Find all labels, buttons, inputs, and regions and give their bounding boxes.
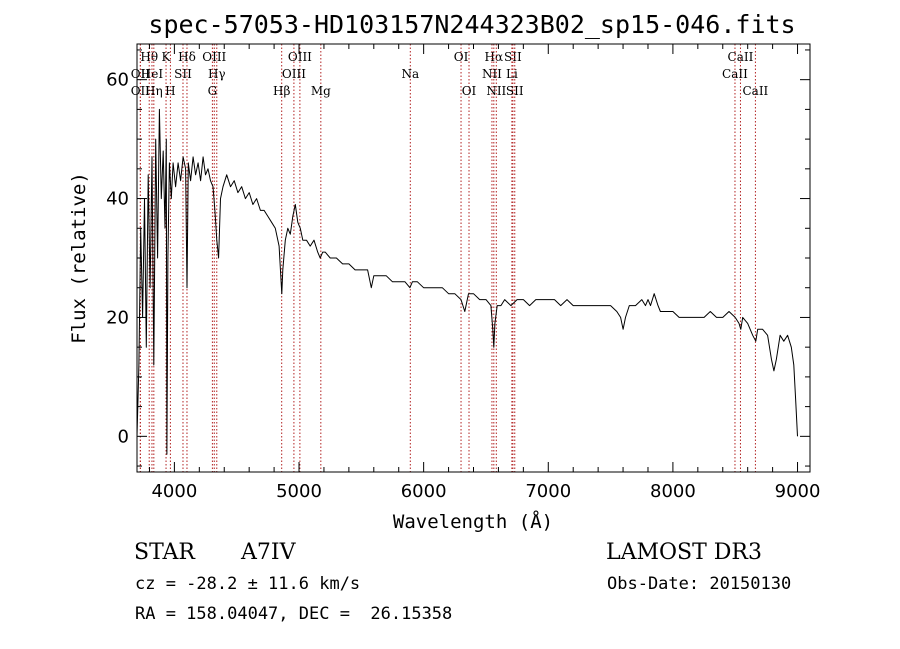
reference-label-1: OII [131, 67, 151, 81]
plot-frame [136, 43, 811, 473]
reference-label-12: OIII [288, 50, 312, 64]
reference-label-14: Hβ [273, 84, 290, 98]
object-class: STAR [134, 540, 195, 565]
reference-label-15: Mg [311, 84, 331, 98]
reference-label-3: HeI [141, 67, 164, 81]
x-tick-label-5: 9000 [775, 481, 821, 502]
reference-label-26: CaII [722, 67, 748, 81]
survey-name: LAMOST DR3 [606, 540, 762, 565]
x-tick-label-1: 5000 [276, 481, 322, 502]
reference-label-6: SII [174, 67, 192, 81]
reference-label-0: Hθ [140, 50, 158, 64]
chart-title: spec-57053-HD103157N244323B02_sp15-046.f… [148, 10, 795, 39]
reference-label-11: G [208, 84, 218, 98]
reference-label-21: NII [482, 67, 502, 81]
coordinates: RA = 158.04047, DEC = 26.15358 [135, 604, 453, 624]
reference-label-22: Li [506, 67, 518, 81]
reference-label-7: H [165, 84, 175, 98]
reference-label-8: Hδ [178, 50, 196, 64]
obs-date: Obs-Date: 20150130 [607, 574, 792, 594]
reference-label-10: Hγ [208, 67, 226, 81]
redshift-readout: cz = -28.2 ± 11.6 km/s [135, 574, 361, 594]
series-layer [136, 108, 798, 455]
y-tick-label-1: 20 [106, 307, 129, 328]
x-tick-label-4: 8000 [650, 481, 696, 502]
reference-label-2: OII [131, 84, 151, 98]
reference-label-16: Na [401, 67, 419, 81]
reference-label-25: CaII [728, 50, 754, 64]
axis-ticks: 4000 5000 6000 7000 8000 9000 0 20 40 60 [106, 44, 820, 502]
reference-label-23: NII [486, 84, 506, 98]
object-subclass: A7IV [241, 540, 296, 565]
x-tick-label-0: 4000 [151, 481, 197, 502]
y-axis-label: Flux (relative) [68, 172, 90, 344]
reference-label-17: OI [454, 50, 469, 64]
reference-label-19: Hα [485, 50, 504, 64]
reference-label-13: OIII [282, 67, 306, 81]
reference-label-4: Hη [145, 84, 163, 98]
y-tick-label-0: 0 [118, 426, 129, 447]
reference-label-18: OI [462, 84, 477, 98]
x-axis-label: Wavelength (Å) [393, 510, 553, 533]
y-tick-label-3: 60 [106, 70, 129, 91]
reference-label-9: OIII [202, 50, 226, 64]
y-tick-label-2: 40 [106, 189, 129, 210]
x-tick-label-3: 7000 [525, 481, 571, 502]
reference-label-5: K [162, 50, 172, 64]
x-tick-label-2: 6000 [401, 481, 447, 502]
reference-label-24: SII [506, 84, 524, 98]
reference-label-20: SII [504, 50, 522, 64]
series-line-spectrum [136, 108, 798, 455]
reference-label-27: CaII [742, 84, 768, 98]
